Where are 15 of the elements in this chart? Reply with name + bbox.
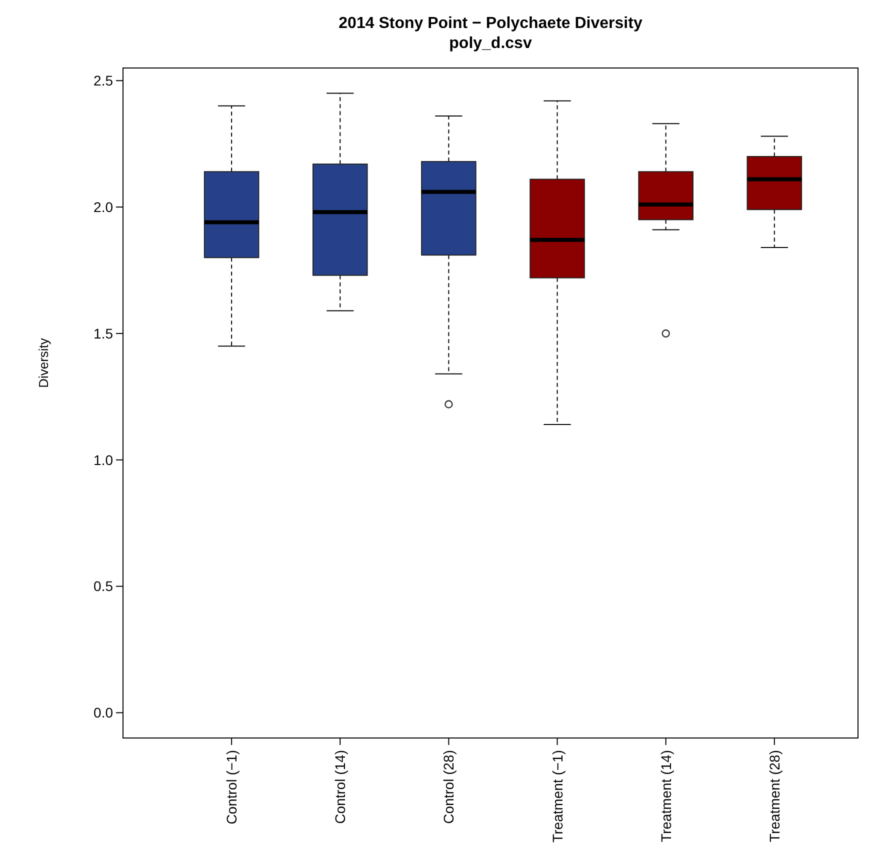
y-axis-title: Diversity — [36, 338, 51, 388]
y-tick-label: 1.0 — [94, 452, 114, 468]
x-tick-label: Control (−1) — [224, 750, 240, 824]
y-tick-label: 2.0 — [94, 198, 114, 215]
y-tick-label: 0.5 — [94, 578, 114, 594]
y-tick-label: 0.0 — [94, 704, 114, 721]
x-tick-label: Treatment (28) — [766, 750, 782, 842]
y-tick-label: 2.5 — [94, 72, 114, 89]
x-tick-label: Treatment (14) — [658, 750, 674, 842]
x-tick-label: Control (28) — [440, 750, 457, 824]
x-tick-label: Control (14) — [332, 750, 348, 824]
x-tick-label: Treatment (−1) — [549, 750, 566, 842]
chart-title: 2014 Stony Point − Polychaete Diversity — [338, 15, 642, 32]
y-tick-label: 1.5 — [94, 325, 114, 342]
chart-subtitle: poly_d.csv — [449, 35, 532, 52]
